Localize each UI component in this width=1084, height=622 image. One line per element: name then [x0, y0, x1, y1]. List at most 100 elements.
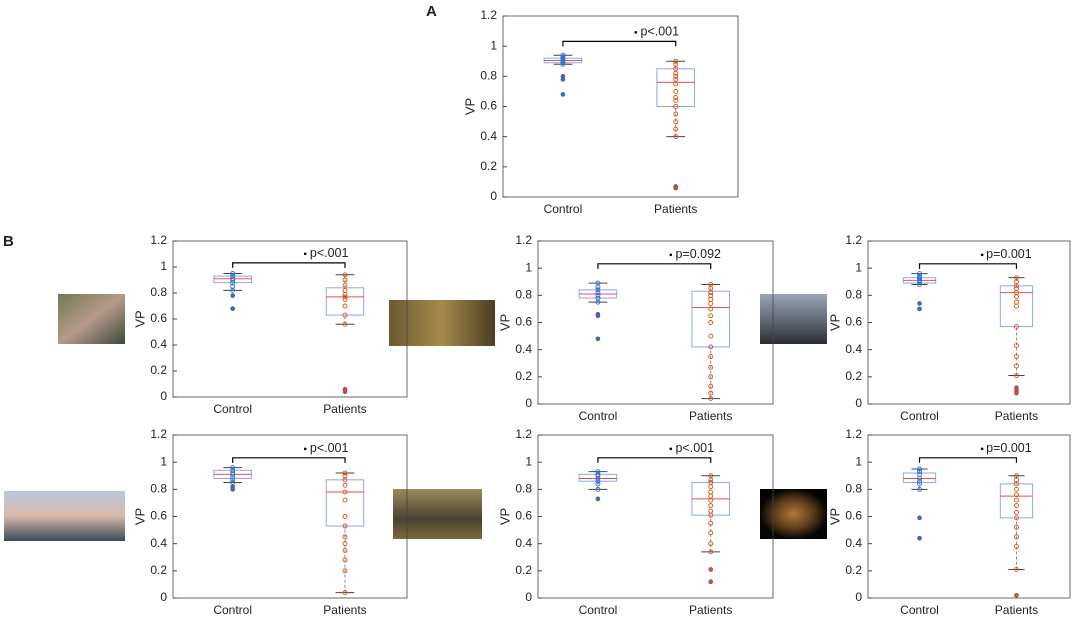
significance-marker	[980, 447, 984, 451]
data-point	[595, 292, 601, 298]
y-axis-label: VP	[827, 508, 842, 525]
p-value: p<.001	[310, 246, 349, 260]
y-tick-label: 1	[160, 454, 167, 468]
stimulus-image	[760, 489, 827, 539]
data-point	[708, 354, 714, 359]
y-tick-label: 0.6	[515, 315, 532, 329]
data-point	[673, 70, 679, 76]
data-point	[673, 88, 679, 94]
data-point	[595, 299, 601, 305]
y-tick-label: 1	[525, 260, 532, 274]
data-point	[917, 481, 922, 487]
panel-label: A	[426, 3, 437, 20]
x-tick-label: Control	[900, 603, 939, 617]
x-tick-label: Control	[900, 409, 939, 423]
data-point	[708, 301, 714, 306]
data-point	[342, 470, 348, 476]
data-point	[708, 296, 714, 302]
data-point	[1014, 567, 1019, 572]
outlier	[708, 579, 714, 585]
data-point	[1014, 283, 1019, 289]
axes-frame	[172, 434, 408, 599]
outlier	[560, 92, 566, 97]
data-point	[342, 541, 348, 547]
data-point	[595, 290, 601, 296]
y-tick-label: 0.2	[845, 563, 862, 577]
box	[213, 275, 252, 284]
y-tick-label: 0.6	[150, 509, 167, 523]
outlier	[230, 293, 235, 298]
significance-bracket	[597, 457, 712, 463]
box	[325, 287, 365, 316]
data-point	[230, 465, 236, 471]
y-axis-label: VP	[132, 508, 147, 525]
data-point	[1014, 503, 1019, 509]
data-point	[1014, 324, 1019, 330]
data-point	[1014, 343, 1019, 349]
data-point	[708, 508, 714, 514]
panel-label: B	[3, 233, 14, 250]
x-tick-label: Control	[213, 402, 252, 416]
y-tick-label: 1.2	[845, 233, 862, 247]
data-point	[917, 466, 922, 472]
x-tick-label: Patients	[995, 603, 1038, 617]
data-point	[673, 81, 679, 87]
y-tick-label: 0.6	[845, 315, 862, 329]
data-point	[708, 333, 714, 339]
p-value: p=0.001	[986, 247, 1032, 261]
data-point	[708, 497, 714, 503]
y-tick-label: 1	[855, 454, 862, 468]
x-tick-label: Patients	[323, 603, 366, 617]
data-point	[342, 497, 348, 503]
y-tick-label: 0.4	[150, 337, 167, 351]
data-point	[595, 478, 601, 484]
p-value: p<.001	[310, 441, 349, 455]
data-point	[595, 476, 601, 481]
data-point	[1014, 497, 1019, 503]
y-tick-label: 1.2	[150, 233, 167, 247]
data-point	[708, 306, 714, 312]
data-point	[342, 303, 348, 309]
data-point	[230, 271, 236, 276]
p-value: p<.001	[675, 441, 714, 455]
data-point	[342, 277, 348, 283]
x-tick-label: Patients	[689, 409, 732, 423]
data-point	[595, 473, 601, 479]
data-point	[342, 548, 348, 553]
data-point	[708, 541, 714, 547]
y-tick-label: 0.8	[150, 482, 167, 496]
box	[902, 472, 937, 484]
data-point	[1014, 534, 1019, 540]
outlier	[917, 535, 922, 541]
significance-bracket	[232, 457, 346, 463]
y-tick-label: 0	[855, 590, 862, 604]
data-point	[708, 344, 714, 350]
significance-bracket	[597, 263, 712, 269]
data-point	[342, 523, 348, 529]
axes-frame	[867, 434, 1071, 599]
y-axis-label: VP	[462, 98, 477, 115]
x-tick-label: Patients	[689, 603, 732, 617]
data-point	[1014, 286, 1019, 291]
data-point	[1014, 373, 1019, 378]
outlier	[595, 313, 601, 319]
y-tick-label: 0.8	[515, 288, 532, 302]
axes-frame	[172, 240, 408, 398]
outlier	[595, 336, 601, 342]
data-point	[673, 134, 679, 140]
y-tick-label: 0	[490, 189, 497, 203]
data-point	[1014, 509, 1019, 515]
axes-frame	[502, 15, 739, 198]
data-point	[708, 549, 714, 555]
outlier	[342, 389, 348, 395]
data-point	[708, 530, 714, 536]
data-point	[560, 55, 566, 61]
data-point	[342, 321, 348, 327]
data-point	[917, 469, 922, 475]
data-point	[917, 279, 922, 285]
y-tick-label: 0	[855, 396, 862, 410]
data-point	[673, 104, 679, 109]
significance-bracket	[918, 263, 1018, 269]
data-point	[342, 514, 348, 519]
y-tick-label: 0.2	[150, 363, 167, 377]
